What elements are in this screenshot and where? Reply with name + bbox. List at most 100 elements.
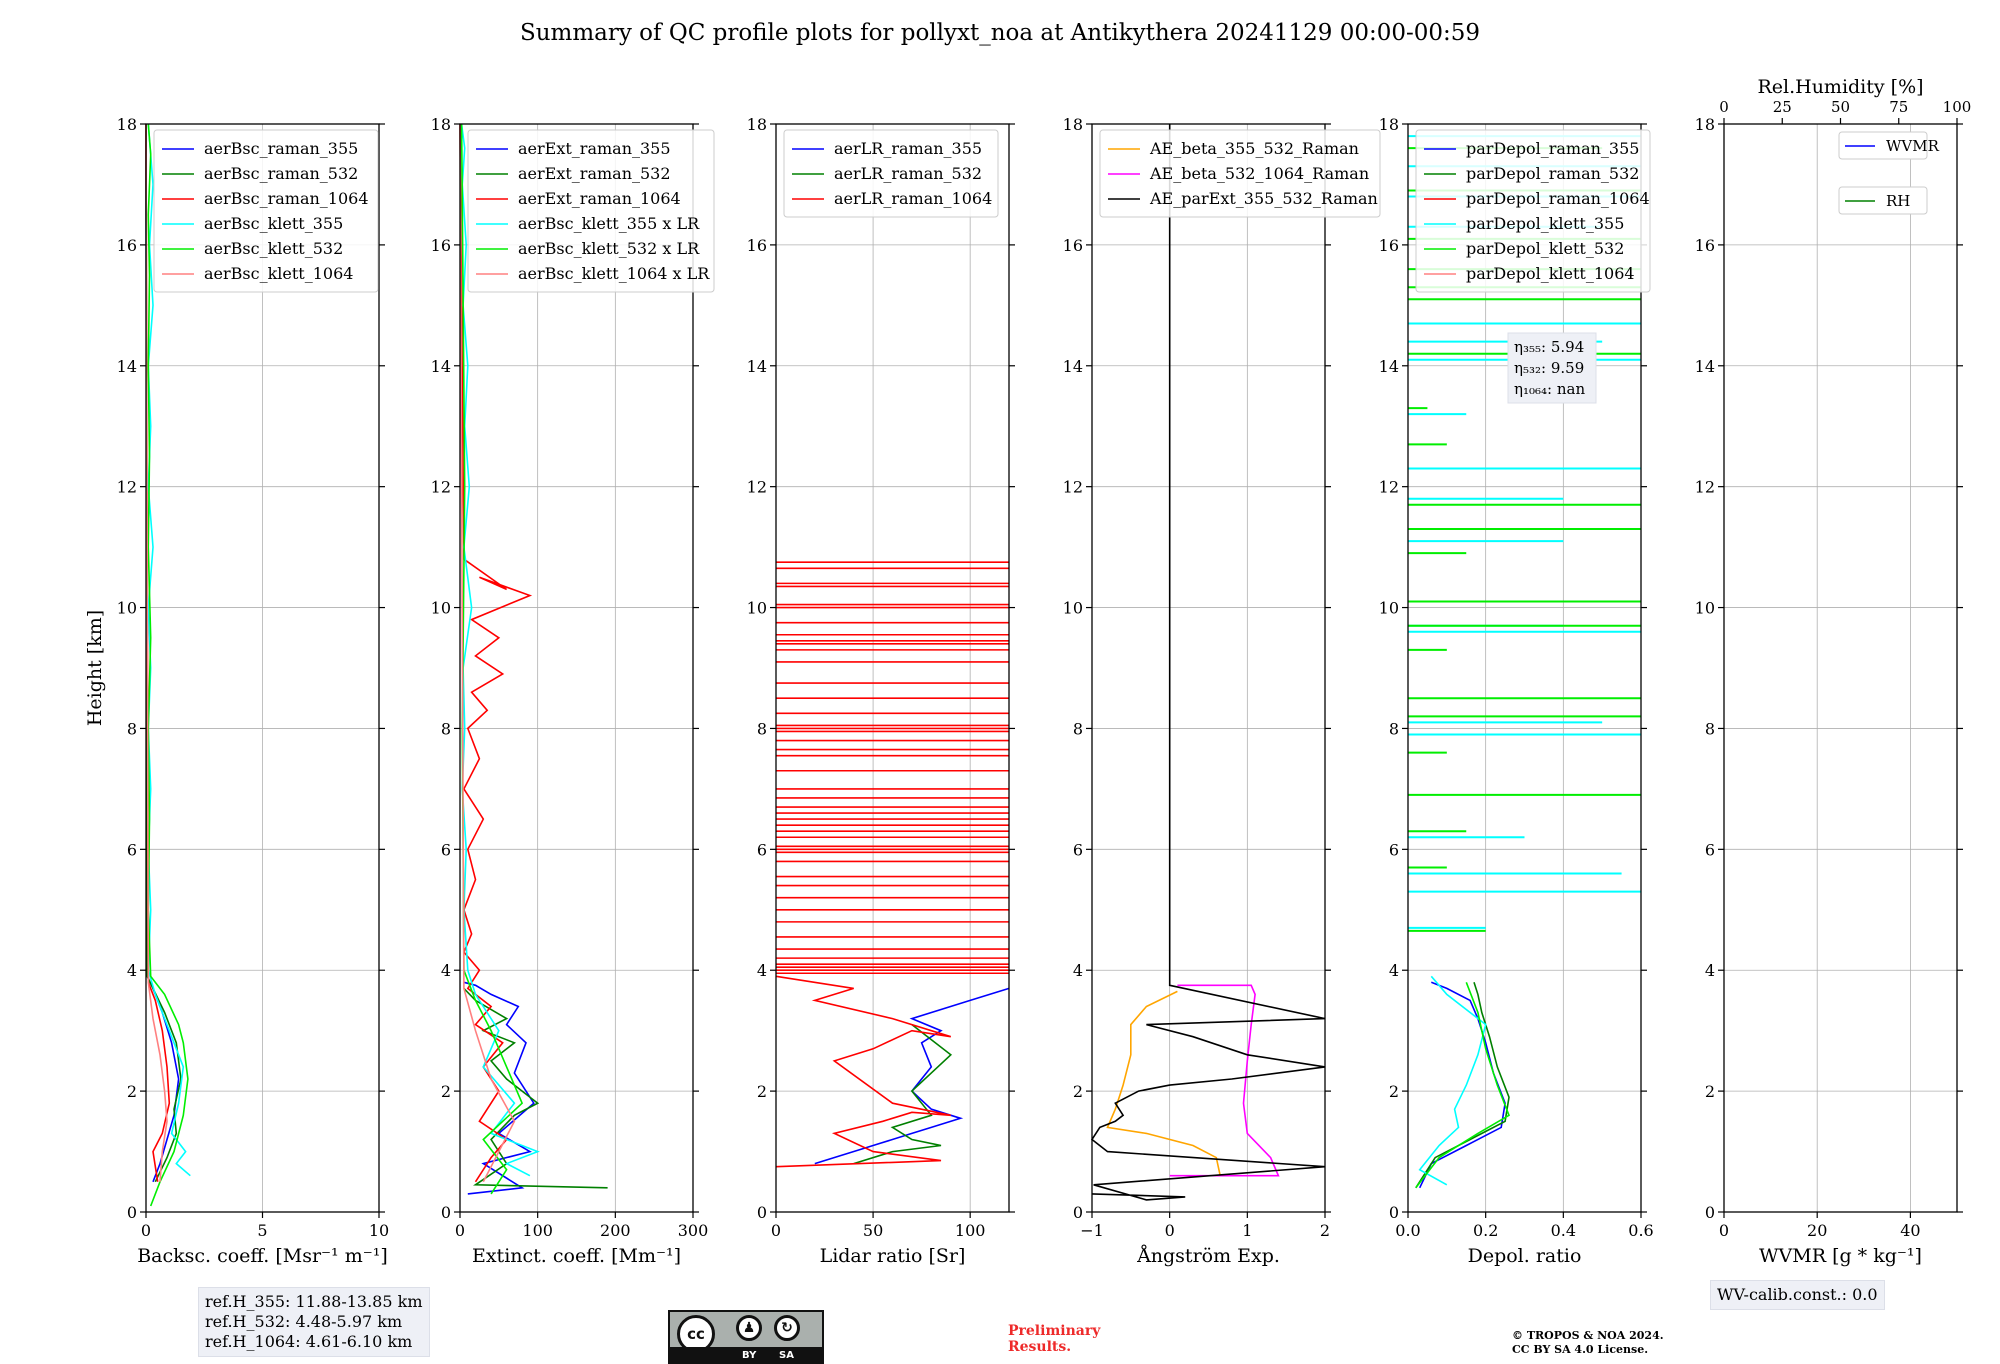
panel-2-legend-box: [467, 129, 715, 293]
panel-6-ytick-label: 12: [1695, 478, 1715, 497]
panel-3-xtick-label: 0: [771, 1221, 781, 1240]
ref-height-532: ref.H_532: 4.48-5.97 km: [205, 1312, 403, 1331]
panel-4-legend-label: AE_beta_355_532_Raman: [1149, 139, 1359, 158]
panel-1-series-aerBsc_raman_532: [145, 123, 182, 1183]
panel-4-ytick-label: 18: [1063, 115, 1083, 134]
panel-2-ytick-label: 12: [431, 478, 451, 497]
panel-6-ytick-label: 16: [1695, 236, 1715, 255]
panel-6-ytick-label: 8: [1705, 719, 1715, 738]
panel-6-top-xtick-label: 25: [1773, 98, 1792, 116]
panel-2-legend-label: aerBsc_klett_1064 x LR: [518, 264, 710, 283]
panel-1-legend-label: aerBsc_klett_1064: [204, 264, 353, 283]
panel-4-frame: [1091, 123, 1326, 1213]
panel-4-ytick-label: 4: [1073, 961, 1083, 980]
reference-heights-box: ref.H_355: 11.88-13.85 km ref.H_532: 4.4…: [198, 1287, 430, 1357]
panel-1-ytick-label: 4: [127, 961, 137, 980]
panel-3-ytick-label: 14: [747, 357, 767, 376]
panel-5-xtick-label: 0.4: [1551, 1221, 1576, 1240]
panel-6-ytick-label: 0: [1705, 1203, 1715, 1222]
panel-5-legend-label: parDepol_klett_532: [1466, 239, 1624, 258]
panel-5-eta-label: η₁₀₆₄: nan: [1514, 380, 1585, 398]
panel-3-ytick-label: 2: [757, 1082, 767, 1101]
panel-2-ytick-label: 6: [441, 840, 451, 859]
panel-6-ytick-label: 14: [1695, 357, 1715, 376]
ref-height-355: ref.H_355: 11.88-13.85 km: [205, 1292, 423, 1311]
panel-4-ytick-label: 14: [1063, 357, 1083, 376]
panel-5-ytick-label: 12: [1379, 478, 1399, 497]
preliminary-line-1: Preliminary: [1008, 1323, 1101, 1339]
panel-3-xlabel: Lidar ratio [Sr]: [820, 1245, 966, 1267]
figure-title: Summary of QC profile plots for pollyxt_…: [519, 20, 1481, 46]
panel-4-ytick-label: 10: [1063, 599, 1083, 618]
panel-5-legend-box: [1415, 129, 1651, 293]
panel-5-xlabel: Depol. ratio: [1468, 1245, 1582, 1267]
panel-5-series-parDepol_klett_532: [1415, 982, 1510, 1189]
panel-5-eta-label: η₅₃₂: 9.59: [1514, 359, 1584, 377]
panel-4-xtick-label: 0: [1165, 1221, 1175, 1240]
panel-6-ytick-label: 10: [1695, 599, 1715, 618]
panel-5-ytick-label: 2: [1389, 1082, 1399, 1101]
panel-5-eta-box: [1507, 332, 1597, 404]
panel-1-legend-box: [153, 129, 379, 293]
panel-5-xtick-label: 0.6: [1628, 1221, 1653, 1240]
panel-1-series-aerBsc_klett_1064: [145, 123, 168, 1182]
panel-1-legend-label: aerBsc_klett_532: [204, 239, 343, 258]
panel-2-xtick-label: 100: [522, 1221, 553, 1240]
panel-4-ytick-label: 0: [1073, 1203, 1083, 1222]
panel-5-xtick-label: 0.0: [1395, 1221, 1420, 1240]
panel-4-series-AE_parExt_355_532_Raman: [1090, 124, 1326, 1201]
panel-3-frame: [775, 123, 1010, 1213]
panel-3-ytick-label: 8: [757, 719, 767, 738]
panel-4-series-AE_beta_532_1064_Raman: [1169, 984, 1280, 1177]
panel-6-frame: [1723, 123, 1958, 1213]
panel-1-xtick-label: 5: [257, 1221, 267, 1240]
panel-4-ytick-label: 2: [1073, 1082, 1083, 1101]
panel-1-legend-label: aerBsc_raman_532: [204, 164, 358, 183]
panel-5-legend-label: parDepol_raman_355: [1466, 139, 1639, 158]
panel-5-legend-label: parDepol_klett_355: [1466, 214, 1624, 233]
panel-2-legend-label: aerExt_raman_1064: [518, 189, 681, 208]
panel-5-legend-label: parDepol_klett_1064: [1466, 264, 1635, 283]
panel-2-ytick-label: 4: [441, 961, 451, 980]
cc-badge-band: [670, 1347, 822, 1362]
panel-2-series-aerBsc_klett_1064 x LR: [459, 123, 516, 1183]
panel-4-ytick-label: 8: [1073, 719, 1083, 738]
panel-3-ytick-label: 6: [757, 840, 767, 859]
cc-by-label: BY: [742, 1350, 757, 1361]
panel-1-series-aerBsc_raman_1064: [145, 123, 171, 1182]
panel-5-ytick-label: 10: [1379, 599, 1399, 618]
panel-5-ytick-label: 0: [1389, 1203, 1399, 1222]
panel-1-ytick-label: 0: [127, 1203, 137, 1222]
panel-2-legend-label: aerBsc_klett_532 x LR: [518, 239, 700, 258]
panel-6-ytick-label: 4: [1705, 961, 1715, 980]
cc-license-badge: cc ♟ ↻ BY SA: [668, 1310, 824, 1364]
copyright-line-2: CC BY SA 4.0 License.: [1512, 1343, 1649, 1356]
panel-4-legend-label: AE_parExt_355_532_Raman: [1149, 189, 1378, 208]
panel-6-xlabel: WVMR [g * kg⁻¹]: [1759, 1245, 1922, 1267]
panel-5-legend-label: parDepol_raman_1064: [1466, 189, 1650, 208]
panel-1-legend-label: aerBsc_raman_1064: [204, 189, 369, 208]
panel-2-frame: [459, 123, 694, 1213]
panel-2-ytick-label: 0: [441, 1203, 451, 1222]
panel-5-series-parDepol_raman_355: [1418, 981, 1506, 1189]
panel-1-ytick-label: 2: [127, 1082, 137, 1101]
panel-3-legend-box: [783, 129, 999, 218]
panel-1-legend-label: aerBsc_raman_355: [204, 139, 358, 158]
preliminary-line-2: Results.: [1008, 1339, 1072, 1355]
panel-6-top-xtick-label: 100: [1943, 98, 1972, 116]
panel-2-series-aerExt_raman_355: [463, 981, 535, 1195]
panel-3-xtick-label: 100: [955, 1221, 986, 1240]
panel-5-legend-label: parDepol_raman_532: [1466, 164, 1639, 183]
panel-1-xtick-label: 10: [369, 1221, 389, 1240]
panel-5-xtick-label: 0.2: [1473, 1221, 1498, 1240]
panel-5-ytick-label: 6: [1389, 840, 1399, 859]
panel-1-xlabel: Backsc. coeff. [Msr⁻¹ m⁻¹]: [137, 1245, 388, 1267]
panel-4-series-AE_beta_355_532_Raman: [1106, 990, 1221, 1176]
panel-2-xlabel: Extinct. coeff. [Mm⁻¹]: [472, 1245, 681, 1267]
panel-4-xlabel: Ångström Exp.: [1136, 1245, 1280, 1267]
panel-3-ytick-label: 0: [757, 1203, 767, 1222]
panel-1-ytick-label: 18: [117, 115, 137, 134]
panel-4-ytick-label: 6: [1073, 840, 1083, 859]
panel-6-legend-label: WVMR: [1886, 137, 1940, 155]
